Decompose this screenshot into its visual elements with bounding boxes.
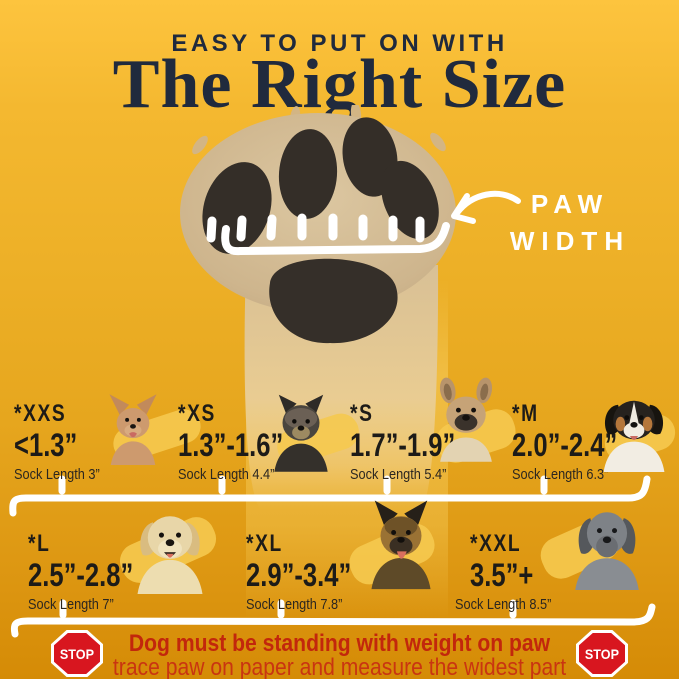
stop-sign-face: STOP xyxy=(579,633,625,674)
size-range: 3.5”+ xyxy=(470,557,534,593)
size-column-m: *M 2.0”-2.4” Sock Length 6.3” xyxy=(512,402,644,483)
size-range: 2.9”-3.4” xyxy=(246,557,352,593)
kicker-text: EASY TO PUT ON WITH xyxy=(171,30,508,57)
size-code: *XS xyxy=(178,400,216,427)
dog-australian-shepherd xyxy=(590,384,678,472)
page-title: The Right Size xyxy=(112,46,567,123)
paw-central-pad xyxy=(269,258,398,344)
size-code: *XXS xyxy=(14,400,67,427)
dog-chihuahua xyxy=(96,393,170,465)
stop-sign-right: STOP xyxy=(576,630,628,677)
footer-warning-line2: trace paw on paper and measure the wides… xyxy=(112,654,567,679)
size-range: 1.7”-1.9” xyxy=(350,427,456,463)
stop-sign-left: STOP xyxy=(51,630,103,677)
dog-golden-retriever xyxy=(126,500,214,594)
size-column-xxl: *XXL 3.5”+ Sock Length 8.5” xyxy=(455,532,568,613)
sock-length: Sock Length 3” xyxy=(14,466,100,483)
paw-width-label-line1: PAW xyxy=(530,189,610,219)
dog-yorkshire-terrier-puppy xyxy=(264,388,338,474)
stop-sign-face: STOP xyxy=(54,633,100,674)
size-code: *XXL xyxy=(470,530,522,557)
sock-length: Sock Length 7” xyxy=(28,596,114,613)
paw-width-label: PAW WIDTH xyxy=(492,186,648,260)
sock-length: Sock Length 5.4” xyxy=(350,466,447,483)
stop-sign-text: STOP xyxy=(584,645,620,662)
size-code: *XL xyxy=(246,530,283,557)
footer-warning-line1: Dog must be standing with weight on paw xyxy=(128,630,551,657)
size-code: *M xyxy=(512,400,539,427)
size-column-xs: *XS 1.3”-1.6” Sock Length 4.4” xyxy=(178,402,310,483)
sock-length: Sock Length 7.8” xyxy=(246,596,343,613)
stop-sign-text: STOP xyxy=(59,645,95,662)
dog-french-bulldog xyxy=(428,366,504,474)
sock-length: Sock Length 6.3” xyxy=(512,466,609,483)
size-range: 2.0”-2.4” xyxy=(512,427,618,463)
size-code: *S xyxy=(350,400,374,427)
size-column-xxs: *XXS <1.3” Sock Length 3” xyxy=(14,402,115,483)
dog-german-shepherd xyxy=(360,492,442,596)
sock-length: Sock Length 8.5” xyxy=(455,596,552,613)
dog-great-dane xyxy=(564,498,650,590)
size-code: *L xyxy=(28,530,51,557)
size-column-s: *S 1.7”-1.9” Sock Length 5.4” xyxy=(350,402,482,483)
size-column-xl: *XL 2.9”-3.4” Sock Length 7.8” xyxy=(246,532,378,613)
size-range: 1.3”-1.6” xyxy=(178,427,284,463)
size-range: 2.5”-2.8” xyxy=(28,557,134,593)
size-range: <1.3” xyxy=(14,427,78,463)
paw-width-label-line2: WIDTH xyxy=(509,226,631,256)
sock-length: Sock Length 4.4” xyxy=(178,466,275,483)
size-column-l: *L 2.5”-2.8” Sock Length 7” xyxy=(28,532,160,613)
